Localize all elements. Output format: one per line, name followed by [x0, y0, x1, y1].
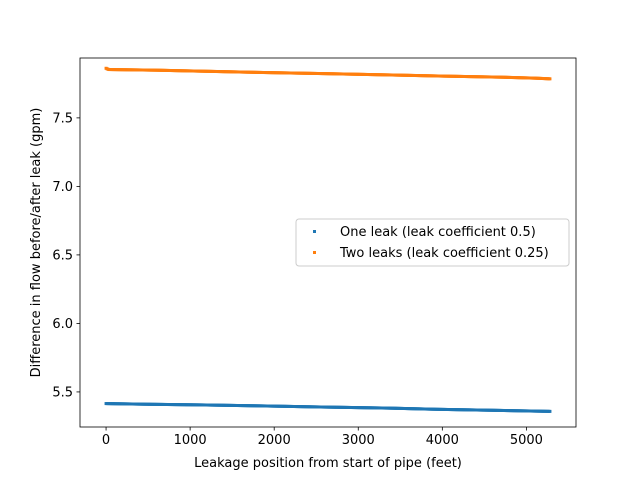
series-1: [104, 402, 552, 413]
y-tick-label: 6.5: [52, 248, 73, 263]
scatter-point: [548, 409, 552, 413]
x-tick-label: 0: [102, 433, 110, 448]
y-axis-label: Difference in flow before/after leak (gp…: [29, 108, 44, 378]
y-tick-label: 7.5: [52, 111, 73, 126]
y-axis: 5.5 6.0 6.5 7.0 7.5: [52, 111, 80, 400]
x-axis-label: Leakage position from start of pipe (fee…: [194, 456, 462, 471]
scatter-point: [548, 77, 552, 81]
y-tick-label: 7.0: [52, 180, 73, 195]
plot-frame: [79, 57, 577, 428]
y-tick-label: 5.5: [52, 385, 73, 400]
y-tick-label: 6.0: [52, 317, 73, 332]
legend-label-one-leak: One leak (leak coefficient 0.5): [340, 225, 536, 240]
legend-box: [295, 218, 570, 267]
legend: One leak (leak coefficient 0.5) Two leak…: [295, 218, 570, 267]
x-tick-label: 5000: [510, 433, 543, 448]
x-tick-label: 1000: [174, 433, 207, 448]
legend-marker-two-leaks: [313, 251, 316, 254]
x-axis: 0 1000 2000 3000 4000 5000: [102, 427, 543, 448]
series-2: [104, 66, 552, 81]
plot-marks: [104, 66, 552, 413]
legend-label-two-leaks: Two leaks (leak coefficient 0.25): [339, 246, 549, 261]
x-tick-label: 3000: [342, 433, 375, 448]
x-tick-label: 4000: [426, 433, 459, 448]
x-tick-label: 2000: [258, 433, 291, 448]
legend-marker-one-leak: [313, 230, 316, 233]
